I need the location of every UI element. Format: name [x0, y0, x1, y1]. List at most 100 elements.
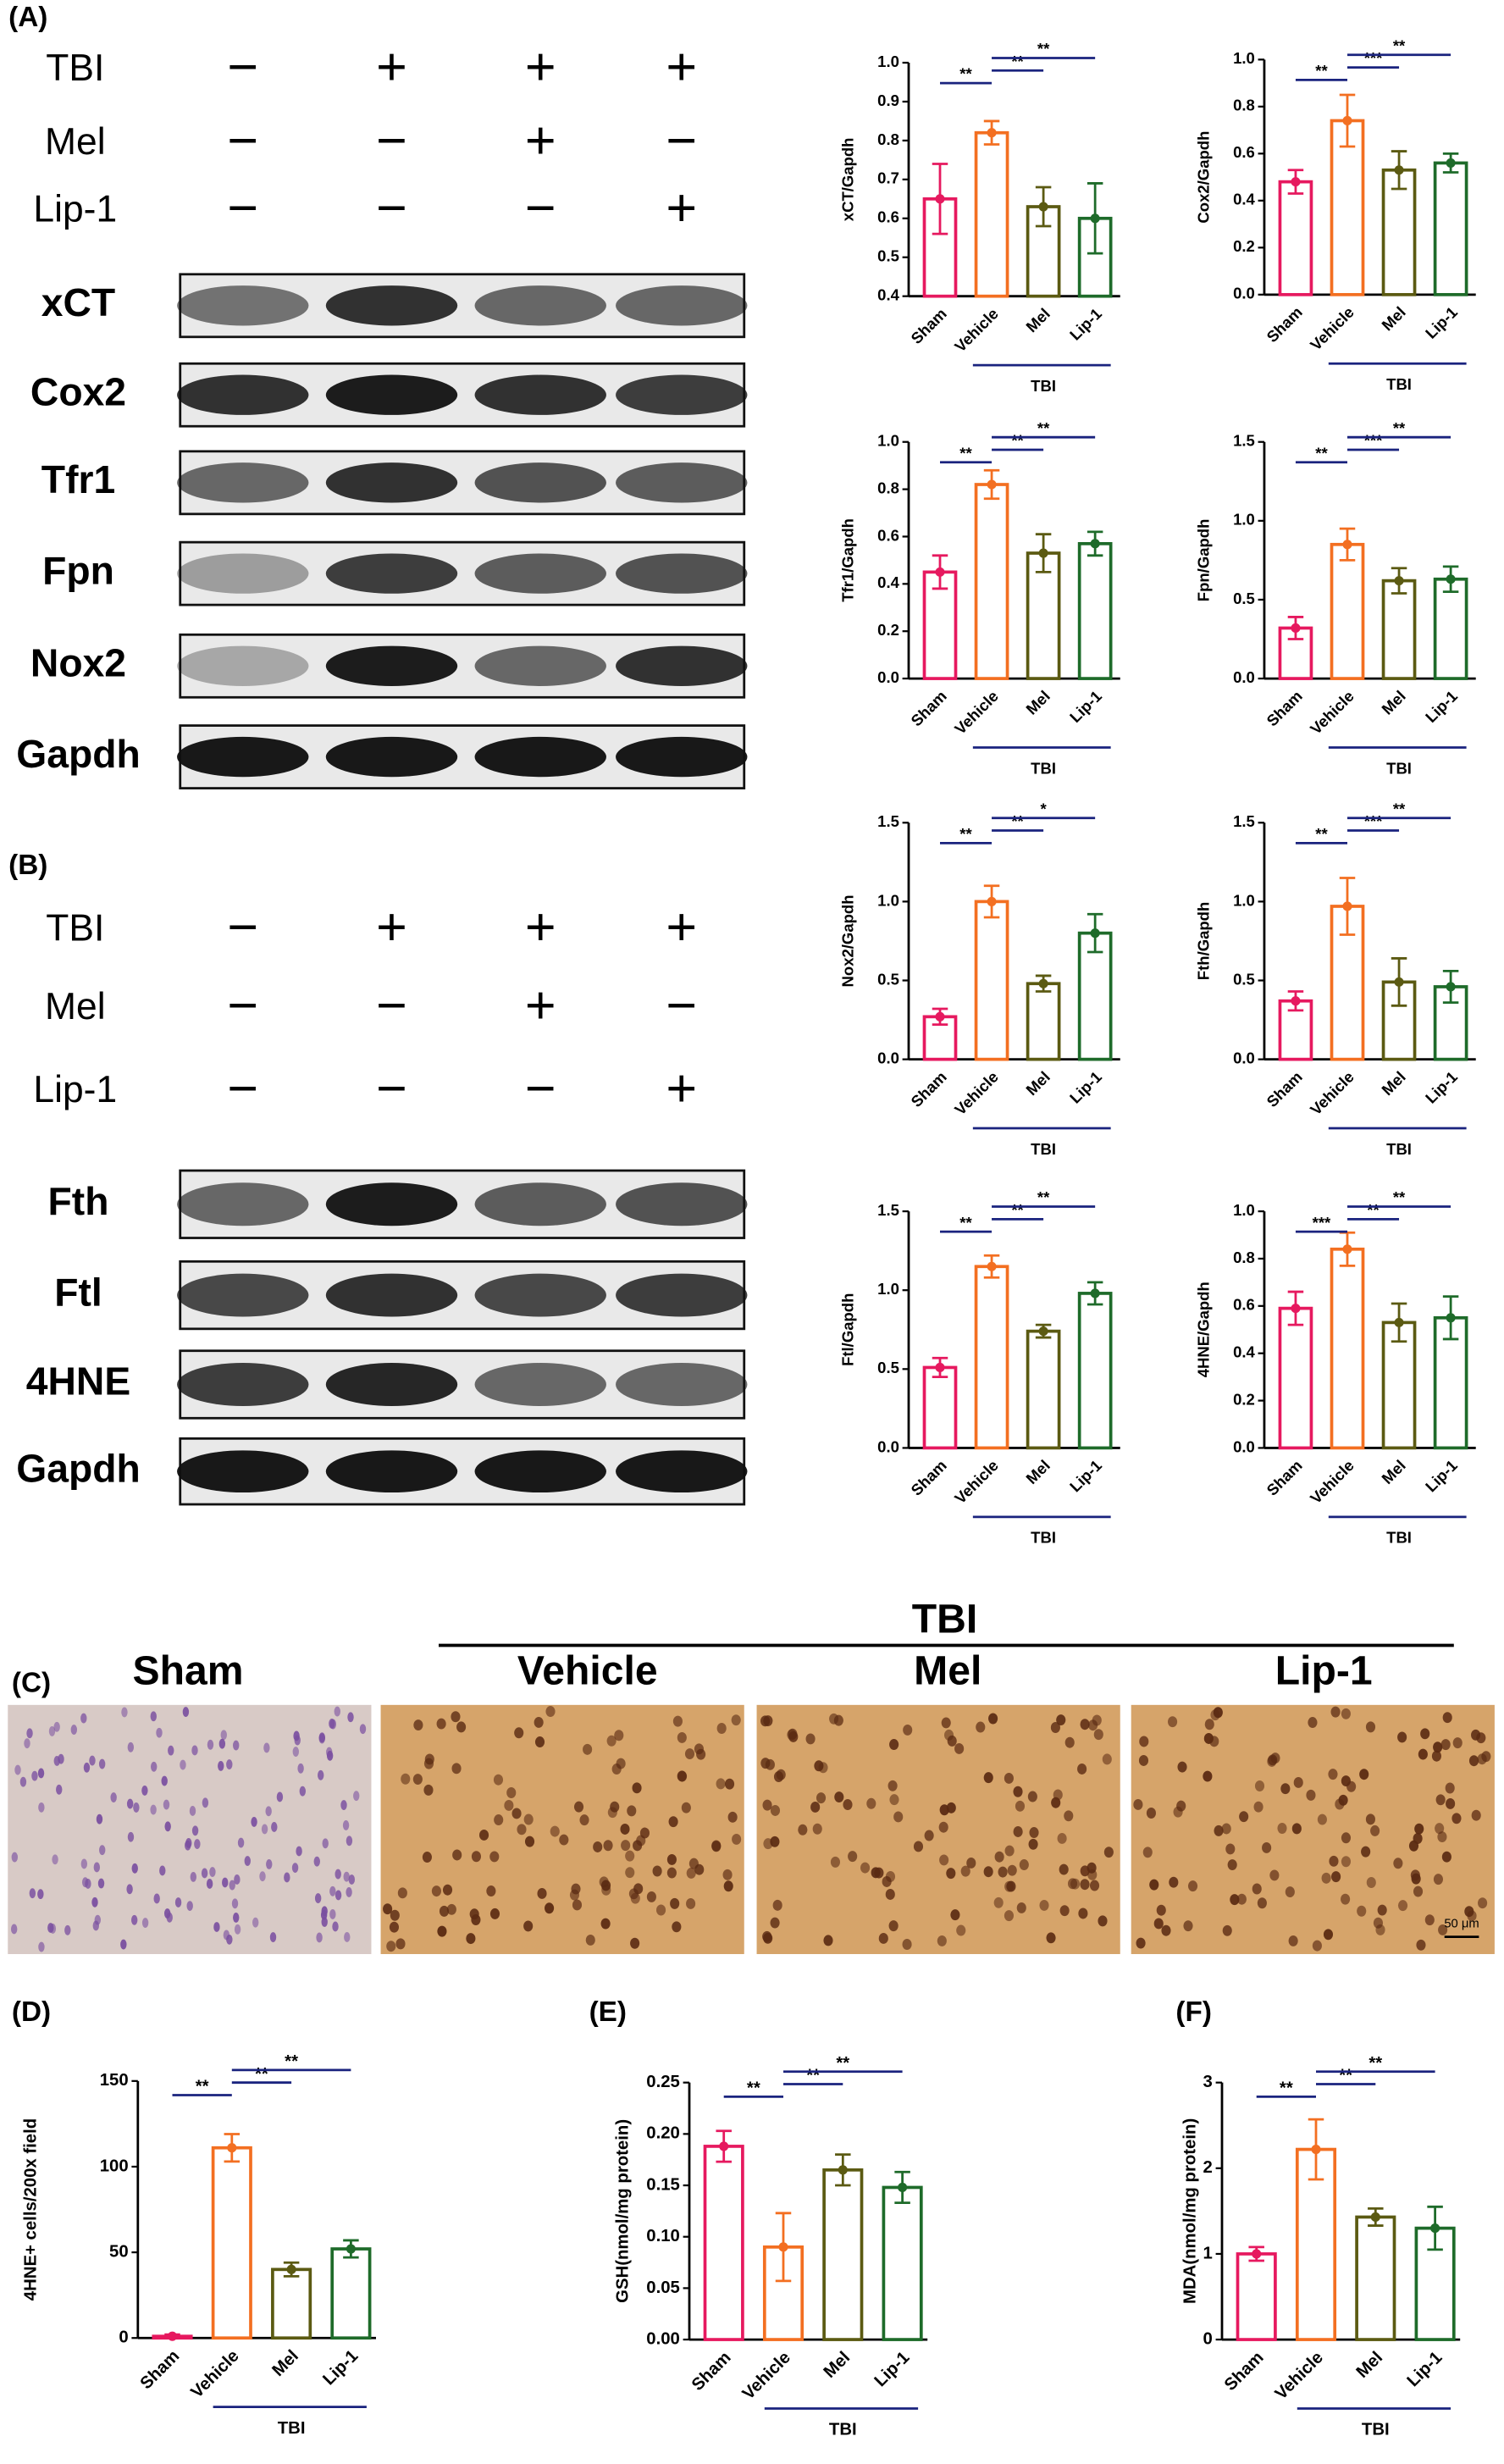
blot-band	[616, 285, 748, 326]
cell	[860, 1862, 871, 1874]
cell	[1092, 1714, 1102, 1726]
cell	[164, 1821, 171, 1832]
treatment-sign: −	[376, 111, 407, 170]
cell	[261, 1824, 268, 1835]
cell	[159, 1865, 166, 1876]
mean-dot	[1291, 623, 1301, 634]
cell	[1269, 1869, 1280, 1881]
cell	[486, 1885, 496, 1896]
cell	[37, 1889, 44, 1900]
x-tick-label: Vehicle	[739, 2348, 794, 2403]
y-tick-label: 1.0	[1233, 1201, 1255, 1219]
cell	[343, 1871, 350, 1882]
x-tick-label: Sham	[1263, 687, 1305, 729]
cell	[585, 1934, 595, 1946]
cell	[52, 1854, 58, 1865]
treatment-sign: +	[376, 37, 407, 97]
cell	[252, 1917, 259, 1928]
cell	[1138, 1755, 1149, 1766]
cell	[1323, 1929, 1334, 1941]
cell	[1098, 1915, 1108, 1927]
significance-label: **	[1369, 2054, 1382, 2073]
mean-dot	[987, 128, 997, 138]
cell	[185, 1840, 191, 1851]
cell	[639, 1827, 650, 1839]
x-tick-label: Lip-1	[319, 2347, 362, 2389]
mean-dot	[1394, 1317, 1404, 1327]
bar	[1355, 2215, 1396, 2341]
cell	[141, 1918, 149, 1928]
cell	[98, 1758, 106, 1769]
cell	[1365, 1721, 1376, 1733]
significance-label: **	[959, 444, 972, 462]
cell	[314, 1893, 322, 1904]
cell	[1366, 1877, 1376, 1888]
panel-label: (F)	[1175, 1996, 1212, 2028]
cell	[326, 1747, 333, 1758]
cell	[988, 1713, 998, 1725]
bar	[1077, 931, 1113, 1061]
significance-label: **	[196, 2078, 209, 2096]
cell	[446, 1903, 456, 1915]
mean-dot	[935, 567, 945, 577]
treatment-sign: −	[227, 178, 258, 237]
cell	[1177, 1761, 1187, 1773]
significance-label: **	[1011, 53, 1024, 70]
cell	[633, 1840, 643, 1852]
blot-band	[325, 1363, 458, 1406]
x-tick-label: Sham	[1263, 303, 1305, 346]
cell	[621, 1840, 631, 1852]
cell	[1050, 1722, 1060, 1733]
cell	[573, 1801, 584, 1813]
cell	[190, 1871, 197, 1882]
cell	[1408, 1840, 1419, 1852]
treatment-sign: +	[525, 976, 556, 1035]
cell	[1252, 1883, 1262, 1895]
mean-dot	[1342, 540, 1352, 550]
cell	[226, 1759, 233, 1769]
cell	[299, 1786, 307, 1797]
cell	[335, 1869, 341, 1880]
significance-label: **	[1037, 40, 1050, 58]
cell	[126, 1884, 133, 1895]
cell	[265, 1806, 272, 1817]
cell	[1253, 1801, 1263, 1813]
cell	[1393, 1858, 1403, 1869]
cell	[442, 1884, 453, 1896]
cell	[1064, 1736, 1075, 1748]
cell	[156, 1727, 163, 1738]
cell	[234, 1924, 241, 1935]
cell	[168, 1745, 174, 1756]
y-tick-label: 0.0	[1233, 668, 1255, 686]
y-axis-label: Nox2/Gapdh	[839, 894, 857, 987]
cell	[1056, 1714, 1066, 1726]
x-tick-label: Lip-1	[1422, 1456, 1461, 1495]
bar	[1026, 1329, 1061, 1450]
cell	[834, 1791, 844, 1803]
label: Sham	[133, 1648, 244, 1694]
cell	[627, 1805, 637, 1817]
cell	[939, 1854, 949, 1866]
y-tick-label: 0.6	[1233, 1296, 1255, 1314]
y-tick-label: 0.5	[877, 247, 899, 265]
cell	[131, 1863, 138, 1874]
bar	[703, 2145, 744, 2341]
cell	[1078, 1908, 1088, 1919]
cell	[1227, 1859, 1237, 1871]
cell	[1285, 1886, 1295, 1898]
cell	[346, 1886, 352, 1897]
cell	[1080, 1879, 1090, 1891]
bar	[922, 1365, 958, 1450]
significance-label: **	[1315, 444, 1328, 462]
x-tick-label: Lip-1	[1066, 1456, 1105, 1495]
bar	[1077, 1292, 1113, 1450]
mean-dot	[286, 2264, 296, 2274]
bar	[1433, 161, 1468, 296]
panel-label: (D)	[12, 1996, 51, 2028]
cell	[843, 1799, 853, 1810]
cell	[885, 1888, 895, 1900]
cell	[763, 1838, 773, 1850]
cell	[53, 1721, 60, 1732]
y-tick-label: 1.5	[877, 1201, 899, 1219]
cell	[1288, 1935, 1298, 1946]
